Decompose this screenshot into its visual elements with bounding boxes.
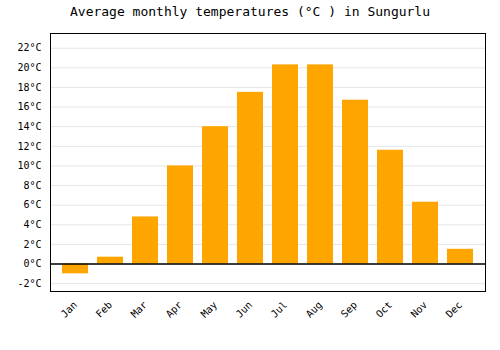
- svg-text:Dec: Dec: [444, 299, 465, 320]
- svg-text:Mar: Mar: [129, 299, 150, 320]
- svg-text:10°C: 10°C: [17, 160, 41, 171]
- svg-text:Jul: Jul: [269, 299, 290, 320]
- svg-text:May: May: [199, 299, 220, 320]
- svg-text:0°C: 0°C: [23, 258, 41, 269]
- svg-text:Jun: Jun: [234, 299, 255, 320]
- svg-text:Aug: Aug: [304, 299, 325, 320]
- svg-text:Oct: Oct: [374, 299, 395, 320]
- svg-text:20°C: 20°C: [17, 62, 41, 73]
- svg-text:4°C: 4°C: [23, 219, 41, 230]
- svg-text:2°C: 2°C: [23, 239, 41, 250]
- svg-text:Nov: Nov: [409, 299, 430, 320]
- svg-text:Sep: Sep: [339, 299, 360, 320]
- svg-text:14°C: 14°C: [17, 121, 41, 132]
- svg-text:8°C: 8°C: [23, 180, 41, 191]
- svg-text:12°C: 12°C: [17, 141, 41, 152]
- svg-text:16°C: 16°C: [17, 101, 41, 112]
- svg-text:18°C: 18°C: [17, 82, 41, 93]
- svg-text:Jan: Jan: [59, 299, 80, 320]
- svg-text:Feb: Feb: [94, 299, 115, 320]
- svg-text:Apr: Apr: [164, 299, 185, 320]
- svg-text:22°C: 22°C: [17, 42, 41, 53]
- svg-text:-2°C: -2°C: [17, 278, 41, 289]
- html-text:Average monthly temperatures (: Average monthly temperatures (°C ) in Su…: [70, 4, 430, 19]
- svg-text:6°C: 6°C: [23, 199, 41, 210]
